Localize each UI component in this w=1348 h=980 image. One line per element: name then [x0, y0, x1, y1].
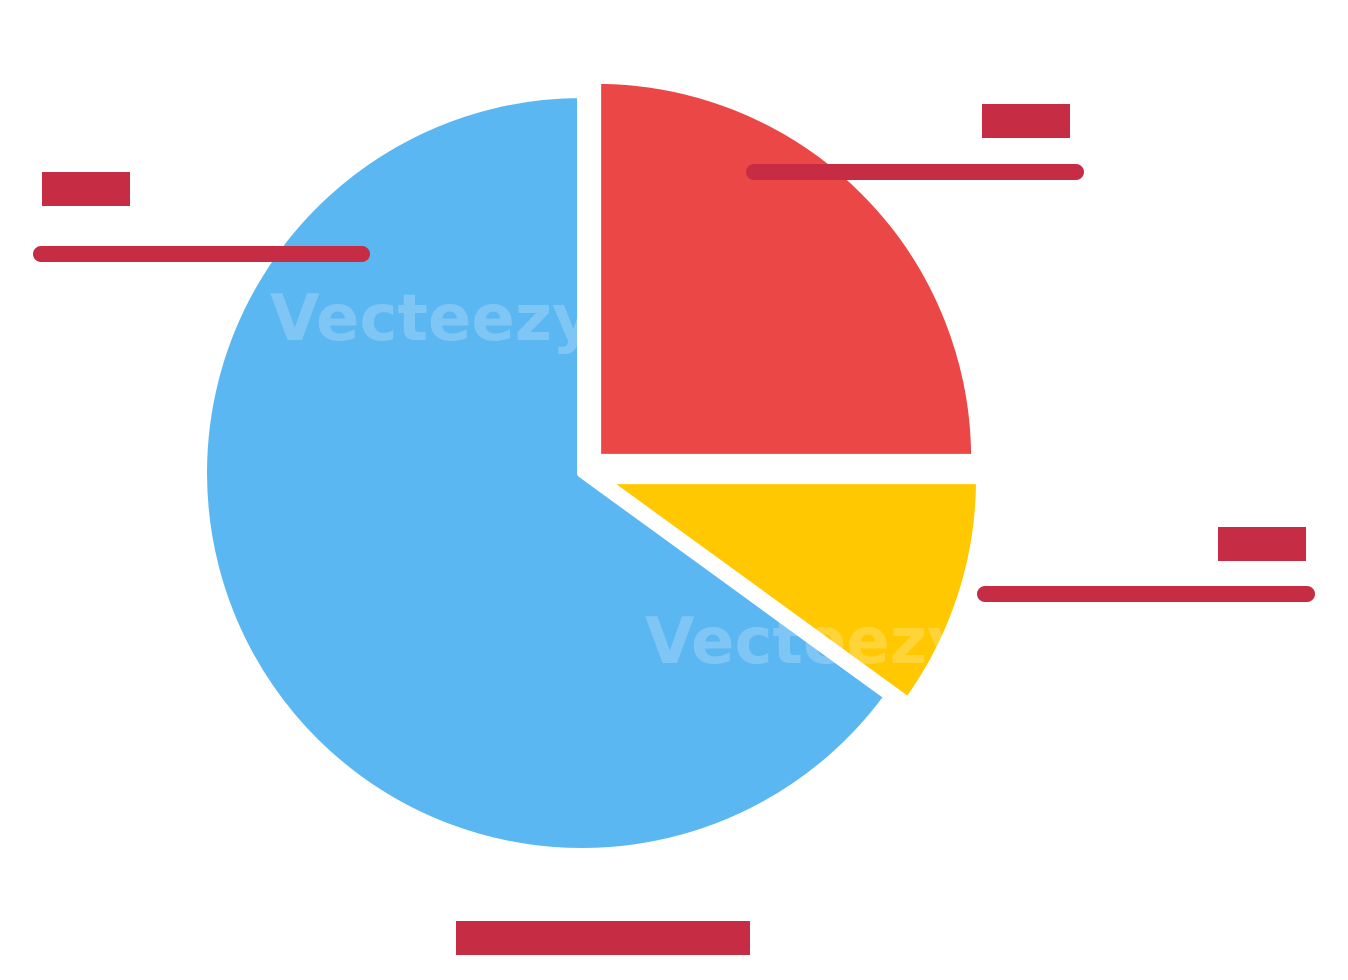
label-box-blue-slice [42, 172, 130, 206]
pie-slice-red [591, 73, 982, 464]
title-placeholder-bar [456, 921, 750, 955]
pie-slice-yellow [596, 474, 987, 708]
label-box-red-slice [982, 104, 1070, 138]
pie-slices [197, 73, 987, 858]
label-box-yellow-slice [1218, 527, 1306, 561]
pie-slice-blue [197, 88, 895, 858]
label-placeholders [33, 104, 1315, 955]
